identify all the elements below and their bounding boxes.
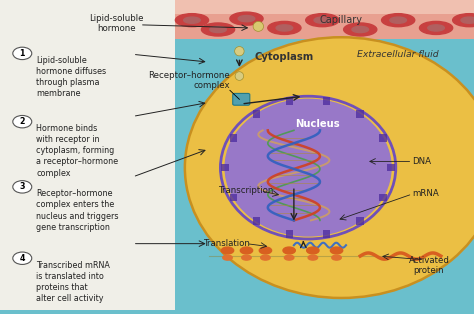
Text: Nucleus: Nucleus xyxy=(295,119,340,129)
FancyBboxPatch shape xyxy=(286,230,293,238)
Ellipse shape xyxy=(210,26,227,33)
Text: Activated
protein: Activated protein xyxy=(409,256,449,275)
Ellipse shape xyxy=(314,17,331,23)
FancyBboxPatch shape xyxy=(379,134,387,142)
Text: DNA: DNA xyxy=(412,157,431,166)
Text: Lipid-soluble
hormone diffuses
through plasma
membrane: Lipid-soluble hormone diffuses through p… xyxy=(36,56,107,98)
FancyBboxPatch shape xyxy=(323,97,330,105)
Ellipse shape xyxy=(382,14,415,27)
Ellipse shape xyxy=(307,247,319,254)
Ellipse shape xyxy=(268,21,301,35)
Ellipse shape xyxy=(283,247,295,254)
Ellipse shape xyxy=(308,255,318,260)
Ellipse shape xyxy=(284,255,294,260)
Text: mRNA: mRNA xyxy=(412,189,439,198)
FancyBboxPatch shape xyxy=(229,134,237,142)
FancyBboxPatch shape xyxy=(356,217,364,225)
Circle shape xyxy=(13,181,32,193)
Ellipse shape xyxy=(306,14,339,27)
Text: 1: 1 xyxy=(19,49,25,58)
Ellipse shape xyxy=(225,99,391,236)
Ellipse shape xyxy=(330,247,343,254)
Ellipse shape xyxy=(276,25,292,31)
Ellipse shape xyxy=(185,37,474,298)
Ellipse shape xyxy=(453,14,474,27)
Text: Hormone binds
with receptor in
cytoplasm, forming
a receptor–hormone
complex: Hormone binds with receptor in cytoplasm… xyxy=(36,124,118,177)
Text: Extracellular fluid: Extracellular fluid xyxy=(357,50,439,59)
Ellipse shape xyxy=(419,21,453,35)
FancyBboxPatch shape xyxy=(356,111,364,118)
FancyBboxPatch shape xyxy=(379,193,387,201)
Ellipse shape xyxy=(332,255,341,260)
Ellipse shape xyxy=(428,25,445,31)
Ellipse shape xyxy=(183,17,200,23)
Text: Lipid-soluble
hormone: Lipid-soluble hormone xyxy=(89,14,143,33)
FancyBboxPatch shape xyxy=(175,0,474,39)
Ellipse shape xyxy=(240,247,253,254)
Ellipse shape xyxy=(242,255,251,260)
Ellipse shape xyxy=(201,23,235,36)
Text: 3: 3 xyxy=(19,182,25,191)
FancyBboxPatch shape xyxy=(175,0,474,14)
Ellipse shape xyxy=(261,255,270,260)
Ellipse shape xyxy=(352,26,369,33)
Ellipse shape xyxy=(390,17,406,23)
FancyBboxPatch shape xyxy=(323,230,330,238)
Circle shape xyxy=(13,252,32,264)
FancyBboxPatch shape xyxy=(286,97,293,105)
Ellipse shape xyxy=(253,21,264,31)
Text: Receptor–hormone
complex: Receptor–hormone complex xyxy=(148,71,230,90)
FancyBboxPatch shape xyxy=(253,111,260,118)
Text: Transcribed mRNA
is translated into
proteins that
alter cell activity: Transcribed mRNA is translated into prot… xyxy=(36,261,110,303)
Ellipse shape xyxy=(344,23,377,36)
Ellipse shape xyxy=(175,14,209,27)
Circle shape xyxy=(13,116,32,128)
Circle shape xyxy=(13,47,32,60)
Text: 2: 2 xyxy=(19,117,25,126)
Text: Capillary: Capillary xyxy=(320,15,363,25)
FancyBboxPatch shape xyxy=(387,164,395,171)
FancyBboxPatch shape xyxy=(233,94,250,105)
FancyBboxPatch shape xyxy=(221,164,229,171)
Ellipse shape xyxy=(238,15,255,22)
Text: Receptor–hormone
complex enters the
nucleus and triggers
gene transcription: Receptor–hormone complex enters the nucl… xyxy=(36,189,119,232)
Text: Transcription: Transcription xyxy=(219,187,274,195)
Ellipse shape xyxy=(235,46,244,56)
Text: Cytoplasm: Cytoplasm xyxy=(255,52,314,62)
Ellipse shape xyxy=(230,12,263,25)
Ellipse shape xyxy=(259,247,272,254)
Text: Translation: Translation xyxy=(204,239,251,248)
FancyBboxPatch shape xyxy=(0,0,175,310)
Ellipse shape xyxy=(461,17,474,23)
FancyBboxPatch shape xyxy=(253,217,260,225)
Ellipse shape xyxy=(223,255,232,260)
Text: 4: 4 xyxy=(19,254,25,263)
Ellipse shape xyxy=(235,72,244,80)
Ellipse shape xyxy=(221,247,234,254)
FancyBboxPatch shape xyxy=(229,193,237,201)
